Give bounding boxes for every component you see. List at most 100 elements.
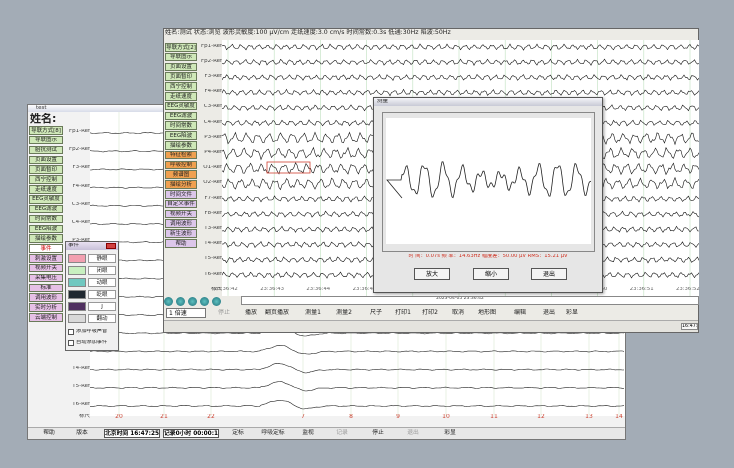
toolbar-button[interactable]: 取消 [451,309,464,316]
status-item[interactable]: 记录 [336,429,348,436]
side-button[interactable]: 云端控制 [29,313,63,322]
toolbar-button[interactable]: 测量1 [305,309,321,316]
scale-label: 标尺 [78,414,90,419]
checkbox[interactable] [68,329,74,335]
time-tick: 13 [585,414,593,420]
scale-label: 标尺 [210,287,222,292]
dialog-button[interactable]: 退出 [531,268,567,280]
channel-label: Fp1-Ref [200,43,222,49]
side-button[interactable]: EEG陷波 [165,131,197,140]
event-button[interactable]: 动眼 [88,278,116,287]
event-button[interactable]: 静眼 [88,254,116,263]
channel-label: T5-Ref [72,383,90,389]
status-item[interactable]: 定标 [232,429,244,436]
status-item[interactable]: 退出 [407,429,419,436]
side-button[interactable]: 页面暂印 [29,165,63,174]
event-color [68,278,86,287]
toolbar-button[interactable]: 打印1 [395,309,411,316]
side-button[interactable]: 调用波形 [165,219,197,228]
event-button[interactable]: 闭眼 [88,266,116,275]
toolbar-button[interactable]: 退出 [542,309,555,316]
status-item[interactable]: 版本 [76,429,88,436]
side-button[interactable]: 西宁控制 [165,82,197,91]
eeg-trace [90,381,625,392]
side-button[interactable]: 特征检索 [165,150,197,160]
side-button[interactable]: 自定义事件 [165,199,197,209]
side-button[interactable]: EEG陷波 [29,224,63,234]
side-button[interactable]: 新生波形 [165,229,197,238]
side-button[interactable]: 时间文件 [165,190,197,199]
side-button[interactable]: 走纸速度 [165,92,197,101]
speed-select[interactable]: 1 倍速 [166,308,206,318]
side-button[interactable]: 调用波形 [29,293,63,303]
channel-label: Fp1-Ref [68,129,90,134]
toolbar-button[interactable]: 编辑 [513,309,526,316]
side-button[interactable]: 事件 [29,244,63,253]
popup-title-bar [66,242,118,250]
checkbox[interactable] [68,340,74,346]
side-button[interactable]: 标准 [29,283,63,293]
side-button[interactable]: 呼吸控制 [165,160,197,170]
side-button[interactable]: 时间常数 [165,121,197,130]
toolbar-button[interactable]: 停止 [217,309,230,316]
side-button[interactable]: 西宁控制 [29,175,63,184]
side-button[interactable]: 实时分析 [29,303,63,312]
status-item: 北京时间 16:47:25 [104,429,160,438]
channel-label: T3-Ref [204,225,222,231]
name-label: 姓名: [30,113,57,125]
side-button[interactable]: EEG灵敏度 [29,194,63,204]
side-button[interactable]: 描绘参数 [29,234,63,243]
status-item[interactable]: 彩显 [444,429,456,436]
event-button[interactable]: 翻动 [88,314,116,323]
side-button[interactable]: EEG灵敏度 [165,101,197,111]
toolbar-button[interactable]: 打印2 [422,309,438,316]
side-button[interactable]: 频谱图 [165,170,197,179]
side-button[interactable]: 导联图示 [165,52,197,62]
status-item[interactable]: 呼吸定标 [261,429,285,436]
nav-button[interactable] [175,296,185,306]
side-button[interactable]: 页面设置 [29,155,63,165]
toolbar-button[interactable]: 地形图 [477,309,496,316]
side-button[interactable]: 页面设置 [165,62,197,72]
side-button[interactable]: 刺激设置 [29,254,63,263]
nav-button[interactable] [187,296,197,306]
side-button[interactable]: 导联方式[8] [29,126,63,135]
nav-button[interactable] [211,296,221,306]
event-button[interactable]: J [88,302,116,311]
side-button[interactable]: 导联方式[2] [165,43,197,52]
eeg-trace [90,363,625,374]
side-button[interactable]: 视频开关 [29,263,63,273]
nav-button[interactable] [199,296,209,306]
toolbar-button[interactable]: 测量2 [336,309,352,316]
eeg-trace [222,43,699,51]
toolbar-button[interactable]: 尺子 [369,309,382,316]
side-button[interactable]: 页面暂印 [165,72,197,81]
side-button[interactable]: EEG滤波 [165,111,197,121]
side-button[interactable]: 走纸速度 [29,185,63,194]
side-button[interactable]: 帮助 [165,239,197,248]
side-button[interactable]: 时间常数 [29,214,63,224]
side-button[interactable]: EEG滤波 [29,204,63,214]
channel-label: T4-Ref [204,241,222,247]
side-button[interactable]: 视频开关 [165,209,197,219]
dialog-button[interactable]: 缩小 [473,268,509,280]
status-item[interactable]: 停止 [372,429,384,436]
nav-button[interactable] [163,296,173,306]
toolbar-button[interactable]: 彩显 [565,309,578,316]
window-title: test [36,105,47,111]
measure-trace [386,161,591,199]
side-button[interactable]: 采集电压 [29,273,63,283]
event-button[interactable]: 眨眼 [88,290,116,299]
toolbar-button[interactable]: 播放 [244,309,257,316]
side-button[interactable]: 胎抗测试 [29,145,63,155]
status-item[interactable]: 帮助 [43,429,55,436]
side-button[interactable]: 导联图示 [29,135,63,145]
side-button[interactable]: 描绘分析 [165,180,197,189]
clock: 16:47:58 [681,323,698,330]
status-item[interactable]: 监视 [302,429,314,436]
toolbar-button[interactable]: 翻页播放 [264,309,289,316]
bottom-strip [164,320,698,332]
dialog-button[interactable]: 放大 [414,268,450,280]
side-button[interactable]: 描绘参数 [165,141,197,150]
close-button[interactable] [106,243,116,249]
